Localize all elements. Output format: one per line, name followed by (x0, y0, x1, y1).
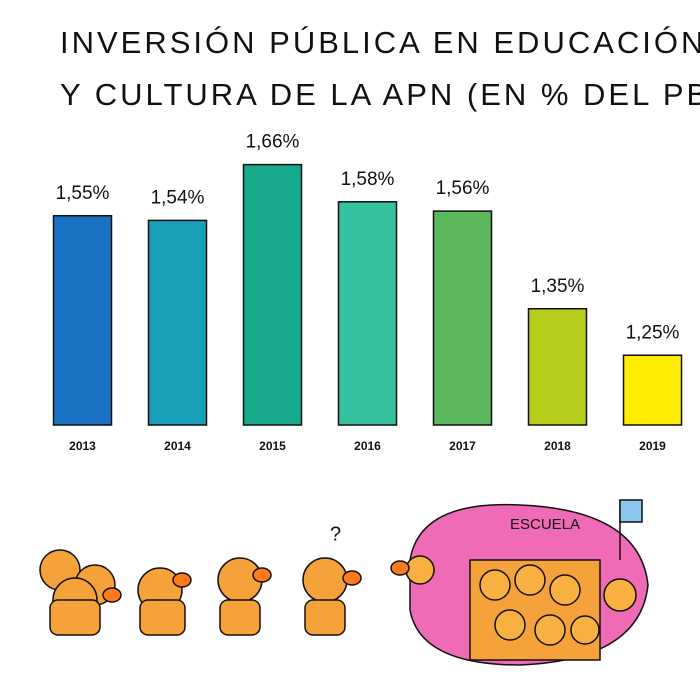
value-label: 1,55% (56, 183, 110, 204)
value-label: 1,66% (246, 132, 300, 153)
x-tick-label: 2016 (354, 439, 381, 453)
x-tick-label: 2015 (259, 439, 286, 453)
value-label: 1,58% (341, 169, 395, 190)
question-mark: ? (330, 523, 341, 545)
illustration (39, 499, 649, 666)
bar (52, 215, 113, 426)
bar (527, 308, 588, 426)
bar (242, 163, 303, 426)
bar (337, 201, 398, 426)
bar (432, 210, 493, 426)
value-label: 1,25% (626, 322, 680, 343)
chart-title: INVERSIÓN PÚBLICA EN EDUCACIÓN (60, 25, 700, 60)
value-label: 1,54% (151, 187, 205, 208)
bar (622, 354, 683, 426)
value-label: 1,35% (531, 276, 585, 297)
x-tick-label: 2018 (544, 439, 571, 453)
x-tick-label: 2017 (449, 439, 476, 453)
x-tick-label: 2014 (164, 439, 191, 453)
value-label: 1,56% (436, 178, 490, 199)
x-tick-label: 2019 (639, 439, 666, 453)
chart-title: Y CULTURA DE LA APN (EN % DEL PBI) (60, 77, 700, 112)
bar (147, 219, 208, 426)
school-sign: ESCUELA (510, 516, 580, 533)
x-tick-label: 2013 (69, 439, 96, 453)
